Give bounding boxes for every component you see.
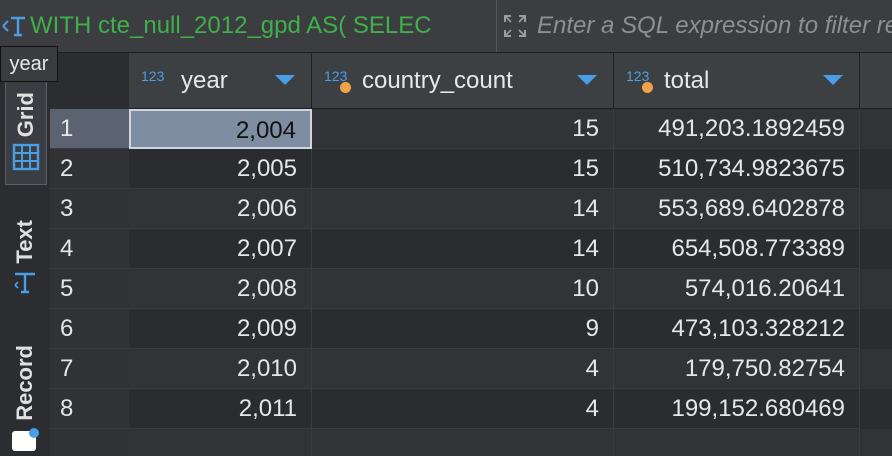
record-icon [11,427,39,456]
row-number[interactable]: 2 [50,149,129,189]
numeric-type-icon: 123 [141,68,164,84]
column-header-label: total [664,67,709,95]
row-number-header [50,53,129,109]
cell-country-count[interactable]: 4 [312,349,614,389]
expand-icon[interactable] [496,0,533,52]
cell-total[interactable]: 574,016.20641 [614,269,860,309]
cell-empty [614,429,860,456]
cell-country-count[interactable]: 14 [312,189,614,229]
cell-total[interactable]: 654,508.773389 [614,229,860,269]
cell-total[interactable]: 491,203.1892459 [614,109,860,149]
tab-record-label: Record [12,345,38,421]
row-number[interactable]: 8 [50,389,129,429]
cell-year[interactable]: 2,008 [129,269,312,309]
cell-country-count[interactable]: 15 [312,109,614,149]
column-header-country-count[interactable]: 123 country_count [312,53,614,109]
cell-country-count[interactable]: 14 [312,229,614,269]
sort-arrow-icon[interactable] [275,75,295,85]
cell-country-count[interactable]: 15 [312,149,614,189]
cell-year[interactable]: 2,011 [129,389,312,429]
column-header-total[interactable]: 123 total [614,53,860,109]
sql-text-icon[interactable] [0,0,28,52]
table-row[interactable]: 3 2,006 14 553,689.6402878 [50,189,892,229]
row-number[interactable]: 6 [50,309,129,349]
cell-empty [129,429,312,456]
table-row[interactable]: 2 2,005 15 510,734.9823675 [50,149,892,189]
cell-country-count[interactable]: 4 [312,389,614,429]
column-header-year[interactable]: 123 year [129,53,312,109]
tab-grid-label: Grid [13,92,39,137]
cell-year[interactable]: 2,004 [129,109,312,149]
cell-country-count[interactable]: 10 [312,269,614,309]
sql-query-text[interactable]: WITH cte_null_2012_gpd AS( SELEC [30,0,496,52]
filter-expression-input[interactable]: Enter a SQL expression to filter results… [533,0,892,52]
cell-country-count[interactable]: 9 [312,309,614,349]
table-row[interactable]: 5 2,008 10 574,016.20641 [50,269,892,309]
row-number[interactable]: 7 [50,349,129,389]
cell-year[interactable]: 2,006 [129,189,312,229]
text-icon [12,270,38,301]
row-number-empty [50,429,129,456]
row-number[interactable]: 3 [50,189,129,229]
row-number[interactable]: 5 [50,269,129,309]
key-dot-icon [340,82,351,93]
column-header-filler [860,53,892,109]
sql-filter-bar: WITH cte_null_2012_gpd AS( SELEC Enter a… [0,0,892,53]
table-row[interactable]: 7 2,010 4 179,750.82754 [50,349,892,389]
column-tooltip: year [0,46,58,82]
key-dot-icon [642,82,653,93]
cell-total[interactable]: 553,689.6402878 [614,189,860,229]
table-row[interactable]: 1 2,004 15 491,203.1892459 [50,109,892,149]
view-mode-tabs: Grid Text Record [0,53,51,456]
row-number[interactable]: 1 [50,109,129,149]
tab-text-label: Text [12,220,38,264]
row-number[interactable]: 4 [50,229,129,269]
cell-year[interactable]: 2,010 [129,349,312,389]
table-row[interactable]: 4 2,007 14 654,508.773389 [50,229,892,269]
table-row[interactable]: 6 2,009 9 473,103.328212 [50,309,892,349]
cell-total[interactable]: 199,152.680469 [614,389,860,429]
tab-text[interactable]: Text [5,203,45,303]
cell-total[interactable]: 179,750.82754 [614,349,860,389]
cell-year[interactable]: 2,005 [129,149,312,189]
table-row[interactable]: 8 2,011 4 199,152.680469 [50,389,892,429]
column-header-label: country_count [362,67,513,95]
column-header-label: year [181,67,228,95]
results-grid: 123 year 123 country_count 123 total 1 2… [50,53,892,456]
sort-arrow-icon[interactable] [577,75,597,85]
cell-year[interactable]: 2,009 [129,309,312,349]
tab-record[interactable]: Record [5,333,45,456]
cell-empty [312,429,614,456]
cell-total[interactable]: 510,734.9823675 [614,149,860,189]
cell-year[interactable]: 2,007 [129,229,312,269]
empty-row [50,429,892,456]
grid-icon [12,143,40,176]
sort-arrow-icon[interactable] [823,75,843,85]
cell-total[interactable]: 473,103.328212 [614,309,860,349]
